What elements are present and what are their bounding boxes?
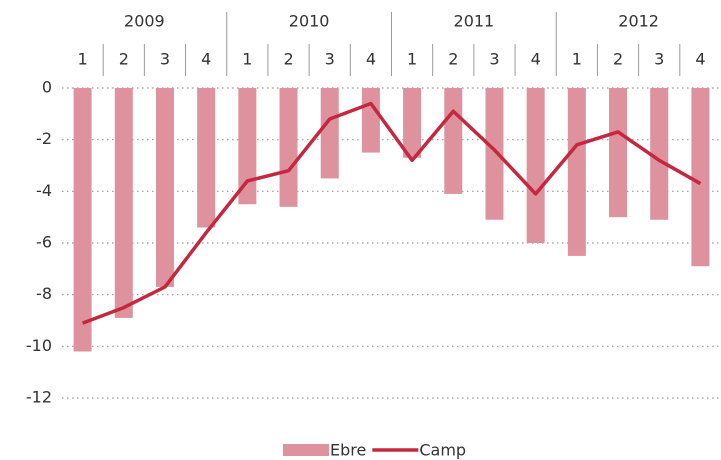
bar — [114, 88, 133, 318]
x-tick-label: 4 — [695, 50, 705, 69]
bar — [155, 88, 174, 287]
bar — [403, 88, 422, 158]
x-tick-label: 2 — [448, 50, 458, 69]
bar — [526, 88, 545, 243]
legend-swatch — [283, 444, 329, 456]
x-tick-label: 3 — [325, 50, 335, 69]
bar — [609, 88, 628, 218]
x-tick-label: 2 — [613, 50, 623, 69]
y-tick-label: -4 — [36, 181, 52, 200]
y-tick-label: -6 — [36, 233, 52, 252]
x-tick-label: 1 — [407, 50, 417, 69]
y-tick-label: -10 — [26, 336, 52, 355]
y-tick-label: -8 — [36, 284, 52, 303]
legend-label: Camp — [419, 441, 466, 460]
x-tick-label: 3 — [654, 50, 664, 69]
year-label: 2010 — [289, 12, 330, 31]
bar — [361, 88, 380, 153]
bar — [320, 88, 339, 179]
bar — [238, 88, 257, 205]
bar — [691, 88, 710, 267]
bar — [444, 88, 463, 194]
bar — [197, 88, 216, 228]
x-tick-label: 1 — [242, 50, 252, 69]
bar — [73, 88, 92, 352]
x-tick-label: 3 — [489, 50, 499, 69]
bar — [279, 88, 298, 207]
y-tick-label: -2 — [36, 129, 52, 148]
x-tick-label: 3 — [160, 50, 170, 69]
year-label: 2011 — [454, 12, 495, 31]
year-label: 2012 — [618, 12, 659, 31]
y-tick-label: 0 — [42, 78, 52, 97]
x-tick-label: 1 — [572, 50, 582, 69]
x-tick-label: 4 — [366, 50, 376, 69]
bar — [485, 88, 504, 220]
legend-label: Ebre — [330, 441, 366, 460]
bar — [650, 88, 669, 220]
x-tick-label: 4 — [201, 50, 211, 69]
x-tick-label: 1 — [78, 50, 88, 69]
x-tick-label: 2 — [283, 50, 293, 69]
x-tick-label: 2 — [119, 50, 129, 69]
line — [81, 101, 702, 325]
x-tick-label: 4 — [531, 50, 541, 69]
year-label: 2009 — [124, 12, 165, 31]
y-tick-label: -12 — [26, 388, 52, 407]
bar — [567, 88, 586, 256]
